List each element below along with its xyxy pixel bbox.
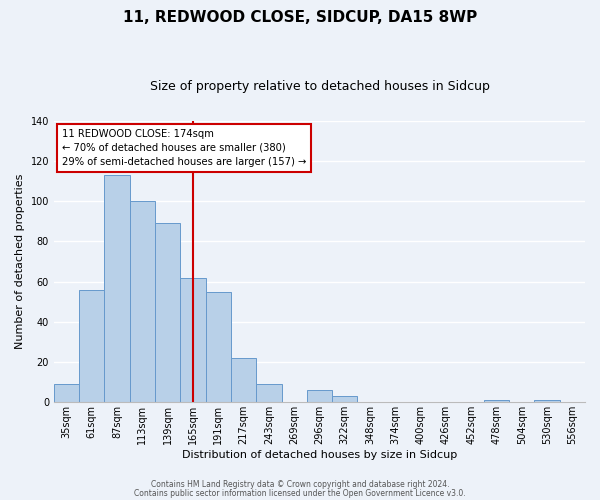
X-axis label: Distribution of detached houses by size in Sidcup: Distribution of detached houses by size … <box>182 450 457 460</box>
Bar <box>130 201 155 402</box>
Bar <box>307 390 332 402</box>
Title: Size of property relative to detached houses in Sidcup: Size of property relative to detached ho… <box>149 80 490 93</box>
Bar <box>535 400 560 402</box>
Bar <box>231 358 256 403</box>
Text: 11 REDWOOD CLOSE: 174sqm
← 70% of detached houses are smaller (380)
29% of semi-: 11 REDWOOD CLOSE: 174sqm ← 70% of detach… <box>62 128 306 166</box>
Bar <box>206 292 231 403</box>
Bar <box>181 278 206 402</box>
Bar <box>155 223 181 402</box>
Text: Contains public sector information licensed under the Open Government Licence v3: Contains public sector information licen… <box>134 488 466 498</box>
Y-axis label: Number of detached properties: Number of detached properties <box>15 174 25 349</box>
Bar <box>104 175 130 402</box>
Text: Contains HM Land Registry data © Crown copyright and database right 2024.: Contains HM Land Registry data © Crown c… <box>151 480 449 489</box>
Bar <box>79 290 104 403</box>
Bar <box>484 400 509 402</box>
Text: 11, REDWOOD CLOSE, SIDCUP, DA15 8WP: 11, REDWOOD CLOSE, SIDCUP, DA15 8WP <box>123 10 477 25</box>
Bar <box>54 384 79 402</box>
Bar <box>256 384 281 402</box>
Bar <box>332 396 358 402</box>
